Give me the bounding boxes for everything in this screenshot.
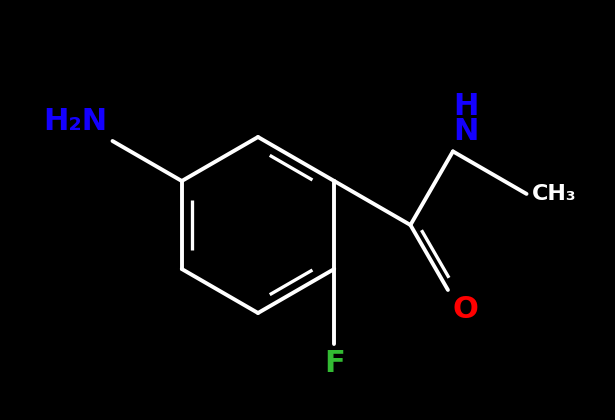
Text: F: F	[324, 349, 344, 378]
Text: CH₃: CH₃	[531, 184, 576, 204]
Text: H₂N: H₂N	[44, 107, 108, 136]
Text: H
N: H N	[453, 92, 478, 147]
Text: O: O	[453, 295, 479, 324]
